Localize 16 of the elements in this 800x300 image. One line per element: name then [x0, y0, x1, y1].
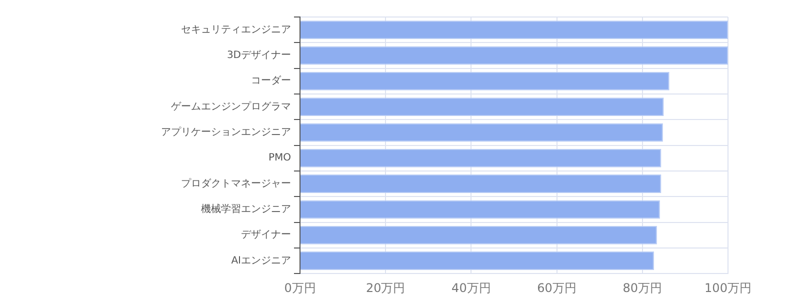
x-tick-label: 80万円	[622, 280, 662, 295]
x-tick-label: 0万円	[284, 280, 316, 295]
y-tick-label: ゲームエンジンプログラマ	[171, 100, 291, 112]
y-tick-label: 機械学習エンジニア	[201, 203, 291, 216]
y-tick-label: 3Dデザイナー	[226, 50, 291, 62]
y-tick-label: デザイナー	[241, 230, 291, 241]
x-tick-label: 60万円	[537, 280, 576, 295]
x-tick-label: 100万円	[704, 280, 752, 295]
x-tick-label: 40万円	[452, 280, 491, 295]
x-tick-label: 20万円	[366, 280, 406, 295]
y-tick-label: コーダー	[251, 74, 291, 87]
y-tick-label: アプリケーションエンジニア	[161, 126, 291, 138]
y-tick-label: PMO	[268, 152, 292, 164]
y-tick-label: セキュリティエンジニア	[181, 24, 291, 36]
y-tick-label: AIエンジニア	[231, 255, 291, 266]
y-tick-label: プロダクトマネージャー	[181, 177, 291, 190]
